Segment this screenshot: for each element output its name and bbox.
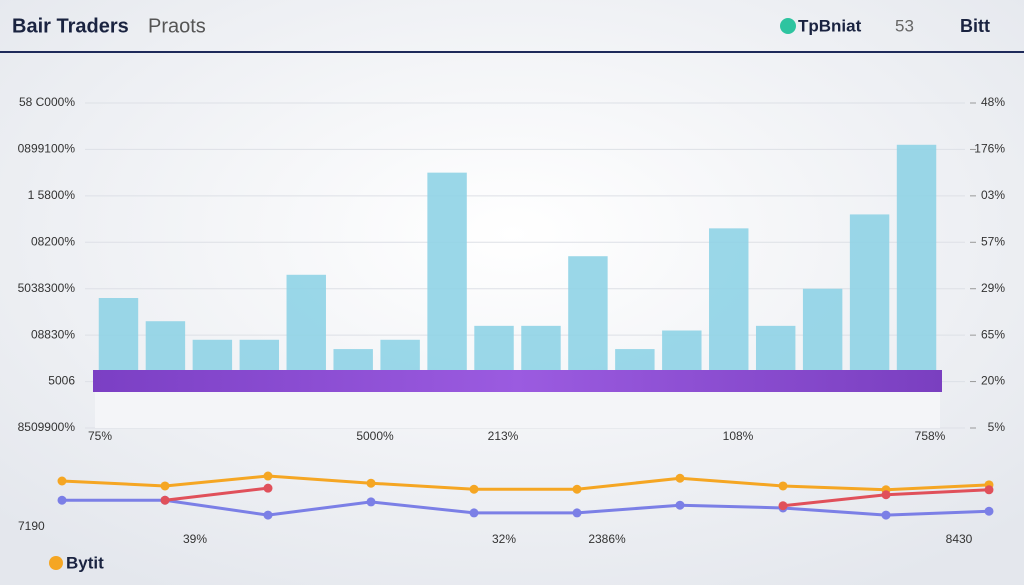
y-tick-label: 5038300% [18,281,76,295]
point [881,510,891,520]
legend-dot [49,556,63,570]
point [675,473,685,483]
x-label: 758% [915,429,946,443]
x-tick-label: 8430 [946,532,973,546]
y-tick-label: 1 5800% [28,188,76,202]
point [366,497,376,507]
y2-tick-label: 176% [974,142,1005,156]
labels: 8509900% 5006 08830% 5038300% 08200% 1 5800% 0… [18,95,1006,572]
point [469,484,479,494]
point [57,476,67,486]
brand: TpBniat [798,16,862,35]
x-tick-label: 32% [492,532,516,546]
y-tick-label: 58 C000% [19,95,75,109]
x-label: 75% [88,429,112,443]
y2-tick-label: 20% [981,374,1005,388]
point [57,495,67,505]
y2-tick-label: 65% [981,327,1005,341]
x-label: 213% [488,429,519,443]
point [778,481,788,491]
line [61,474,990,492]
point [263,471,273,481]
y2-tick-label: 5% [988,420,1006,434]
y2-tick-label: 48% [981,95,1005,109]
legend-label: Bytit [66,553,104,572]
y2-tick-label: 29% [981,281,1005,295]
lines [57,471,994,520]
base-cover [95,392,940,428]
point [263,483,273,493]
x-tick-label: 2386% [588,532,626,546]
point [778,501,788,511]
y-tick-label: 08200% [31,234,75,248]
code: 53 [895,16,914,35]
y-tick-label: 8509900% [18,420,76,434]
point [263,510,273,520]
x-label: 5000% [356,429,394,443]
point [469,508,479,518]
y-tick-label: 0899100% [18,142,76,156]
point [160,495,170,505]
x-tick-label: 39% [183,532,207,546]
x-label: 108% [723,429,754,443]
point [984,506,994,516]
subtitle: Praots [148,15,206,37]
point [881,490,891,500]
purple-band [93,370,942,392]
point [984,485,994,495]
point [160,481,170,491]
point [675,500,685,510]
y-tick-label: 08830% [31,327,75,341]
brand-dot [780,18,796,34]
point [572,484,582,494]
ticker: Bitt [960,16,990,36]
point [572,508,582,518]
y-tick-label: 5006 [48,374,75,388]
line [62,498,990,517]
y2-tick-label: 03% [981,188,1005,202]
y2-tick-label: 57% [981,234,1005,248]
title: Bair Traders [12,15,129,37]
point [366,478,376,488]
annotation: 7190 [18,519,45,533]
